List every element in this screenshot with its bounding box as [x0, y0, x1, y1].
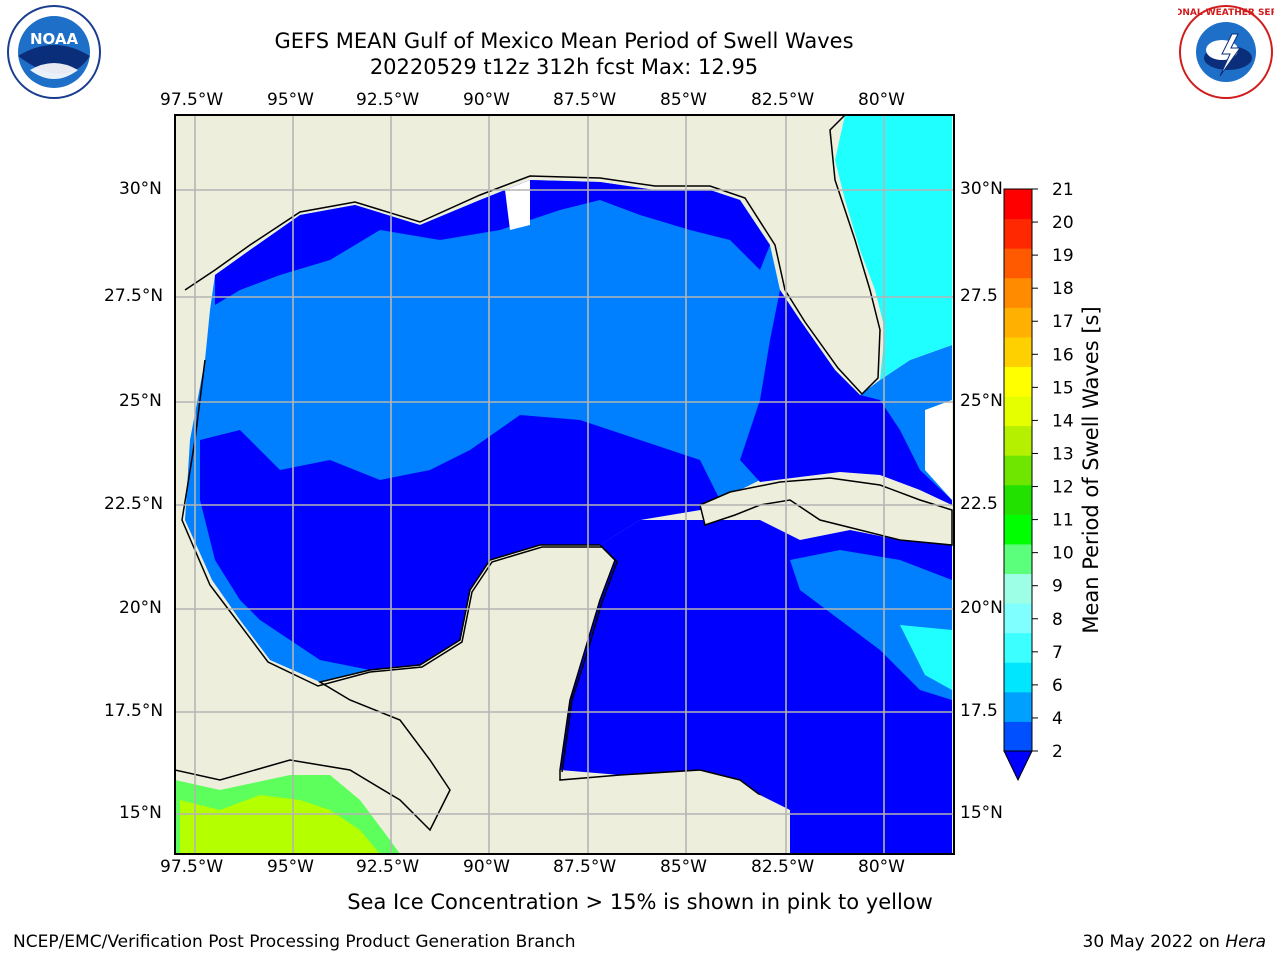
mexico-coastline: [181, 359, 618, 773]
colorbar-segment: [1004, 189, 1032, 220]
lon-label: 90°W: [463, 857, 510, 877]
colorbar-tick-label: 16: [1052, 345, 1074, 365]
nws-logo-text: NATIONAL WEATHER SERVICE: [1178, 8, 1274, 18]
florida-keys-nodata: [925, 400, 952, 500]
colorbar: 2 4 6 7 8 9 10 11 12 13 14 15 16 17 18 19 20 21: [1003, 180, 1074, 782]
lon-label: 95°W: [267, 90, 314, 110]
florida-shelf-deep: [740, 290, 952, 505]
colorbar-tick-label: 15: [1052, 378, 1074, 398]
lat-label: 17.5: [960, 701, 998, 721]
lon-label: 80°W: [858, 90, 905, 110]
lon-label: 95°W: [267, 857, 314, 877]
colorbar-segment: [1004, 721, 1032, 752]
gulf-water-deep-south: [200, 415, 720, 670]
sea-ice-note: Sea Ice Concentration > 15% is shown in …: [347, 890, 933, 914]
colorbar-tick-label: 8: [1052, 610, 1063, 630]
atlantic-water-cyan: [835, 115, 952, 380]
gulf-water-deep-north: [215, 180, 770, 305]
footer-date-text: 30 May 2022 on: [1082, 932, 1226, 952]
lat-label: 20°N: [119, 598, 162, 618]
colorbar-tick-label: 18: [1052, 279, 1074, 299]
colorbar-segment: [1004, 603, 1032, 634]
lat-label: 17.5°N: [104, 701, 164, 721]
lon-label: 85°W: [660, 90, 707, 110]
colorbar-tick-label: 11: [1052, 511, 1074, 531]
lon-label: 87.5°W: [553, 90, 617, 110]
footer-host: Hera: [1225, 932, 1266, 952]
colorbar-segment: [1004, 484, 1032, 515]
coastline: [184, 115, 881, 396]
graticule: [175, 115, 954, 854]
colorbar-label: Mean Period of Swell Waves [s]: [1079, 306, 1103, 633]
colorbar-tick-label: 10: [1052, 544, 1074, 564]
lat-label: 20°N: [960, 598, 1003, 618]
colorbar-tick-label: 2: [1052, 742, 1063, 762]
colorbar-tick-label: 20: [1052, 213, 1074, 233]
chart-subtitle: 20220529 t12z 312h fcst Max: 12.95: [369, 55, 759, 79]
colorbar-tick-label: 14: [1052, 411, 1074, 431]
colorbar-segment: [1004, 514, 1032, 545]
caribbean-water-mid: [790, 550, 952, 700]
lon-label: 92.5°W: [356, 857, 420, 877]
colorbar-tick-label: 4: [1052, 709, 1063, 729]
colorbar-segment: [1004, 691, 1032, 722]
colorbar-tick-label: 9: [1052, 577, 1063, 597]
lon-label: 85°W: [660, 857, 707, 877]
colorbar-extend-triangle: [1003, 750, 1033, 782]
colorbar-tick-label: 13: [1052, 444, 1074, 464]
pacific-water-yellow-green: [180, 795, 380, 854]
noaa-logo: NOAA: [7, 5, 101, 99]
chart-title: GEFS MEAN Gulf of Mexico Mean Period of …: [274, 29, 854, 53]
lat-label: 15°N: [119, 803, 162, 823]
lat-label: 27.5: [960, 286, 998, 306]
lon-label: 82.5°W: [751, 857, 815, 877]
colorbar-segment: [1004, 455, 1032, 486]
colorbar-tick-label: 12: [1052, 478, 1074, 498]
lon-label: 97.5°W: [160, 90, 224, 110]
coastal-nodata: [505, 180, 530, 230]
colorbar-tick-label: 21: [1052, 180, 1074, 200]
colorbar-segment: [1004, 277, 1032, 308]
lat-label: 25°N: [960, 391, 1003, 411]
lon-label: 87.5°W: [553, 857, 617, 877]
lat-label: 25°N: [119, 391, 162, 411]
colorbar-tick-label: 19: [1052, 246, 1074, 266]
cuba-land: [699, 477, 953, 546]
colorbar-segment: [1004, 248, 1032, 279]
lon-label: 97.5°W: [160, 857, 224, 877]
caribbean-water-cyan: [900, 625, 952, 690]
colorbar-segment: [1004, 336, 1032, 367]
colorbar-segment: [1004, 543, 1032, 575]
lat-label: 22.5: [960, 494, 998, 514]
lat-label: 30°N: [119, 179, 162, 199]
footer-date: 30 May 2022 on Hera: [1083, 932, 1267, 952]
colorbar-tick-label: 17: [1052, 312, 1074, 332]
colorbar-segment: [1004, 307, 1032, 338]
colorbar-segment: [1004, 632, 1032, 663]
colorbar-segment: [1004, 218, 1032, 249]
lat-label: 15°N: [960, 803, 1003, 823]
colorbar-segment: [1004, 425, 1032, 456]
lon-label: 82.5°W: [751, 90, 815, 110]
colorbar-segment: [1004, 662, 1032, 693]
colorbar-segment: [1004, 396, 1032, 427]
footer-credit: NCEP/EMC/Verification Post Processing Pr…: [13, 932, 576, 952]
colorbar-tick-label: 7: [1052, 643, 1063, 663]
lon-label: 90°W: [463, 90, 510, 110]
colorbar-segment: [1004, 573, 1032, 604]
nws-logo: NATIONAL WEATHER SERVICE: [1178, 5, 1274, 99]
map-frame: [174, 114, 955, 855]
lat-label: 22.5°N: [104, 494, 164, 514]
noaa-logo-text: NOAA: [30, 30, 79, 48]
lon-label: 80°W: [858, 857, 905, 877]
colorbar-segment: [1004, 366, 1032, 397]
lat-label: 30°N: [960, 179, 1003, 199]
lat-label: 27.5°N: [104, 286, 164, 306]
colorbar-outline: [1003, 188, 1033, 752]
lon-label: 92.5°W: [356, 90, 420, 110]
central-america-land: [720, 790, 790, 854]
colorbar-tick-label: 6: [1052, 676, 1063, 696]
